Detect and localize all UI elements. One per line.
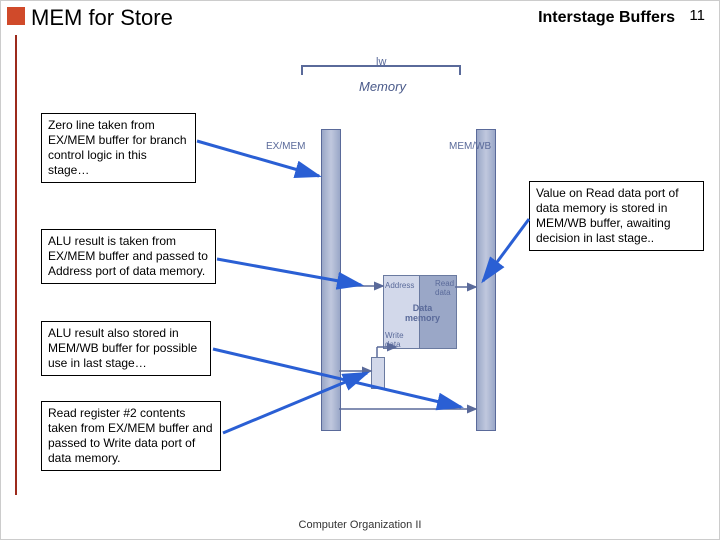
top-tick-right <box>459 65 461 75</box>
page-number: 11 <box>689 7 705 24</box>
left-rule <box>15 35 17 495</box>
slide-subtitle: Interstage Buffers <box>538 9 675 27</box>
annotation-alu-address: ALU result is taken from EX/MEM buffer a… <box>41 229 216 284</box>
memory-label: Memory <box>359 79 406 94</box>
slide-root: MEM for Store Interstage Buffers 11 lw M… <box>0 0 720 540</box>
annotation-zero-line: Zero line taken from EX/MEM buffer for b… <box>41 113 196 183</box>
exmem-buffer <box>321 129 341 431</box>
annotation-reg2-write: Read register #2 contents taken from EX/… <box>41 401 221 471</box>
address-port-label: Address <box>385 281 414 290</box>
memwb-buffer <box>476 129 496 431</box>
top-line <box>301 65 461 67</box>
memwb-label: MEM/WB <box>449 141 491 152</box>
exmem-label: EX/MEM <box>266 141 305 152</box>
footer: Computer Organization II <box>1 519 719 531</box>
read-port-label: Read data <box>435 279 454 297</box>
top-tick-left <box>301 65 303 75</box>
slide-title: MEM for Store <box>31 5 173 31</box>
write-port-label: Write data <box>385 331 404 349</box>
title-bullet <box>7 7 25 25</box>
write-data-feed <box>371 357 385 389</box>
annotation-alu-memwb: ALU result also stored in MEM/WB buffer … <box>41 321 211 376</box>
annotation-read-memwb: Value on Read data port of data memory i… <box>529 181 704 251</box>
data-memory-label: Data memory <box>405 303 440 323</box>
